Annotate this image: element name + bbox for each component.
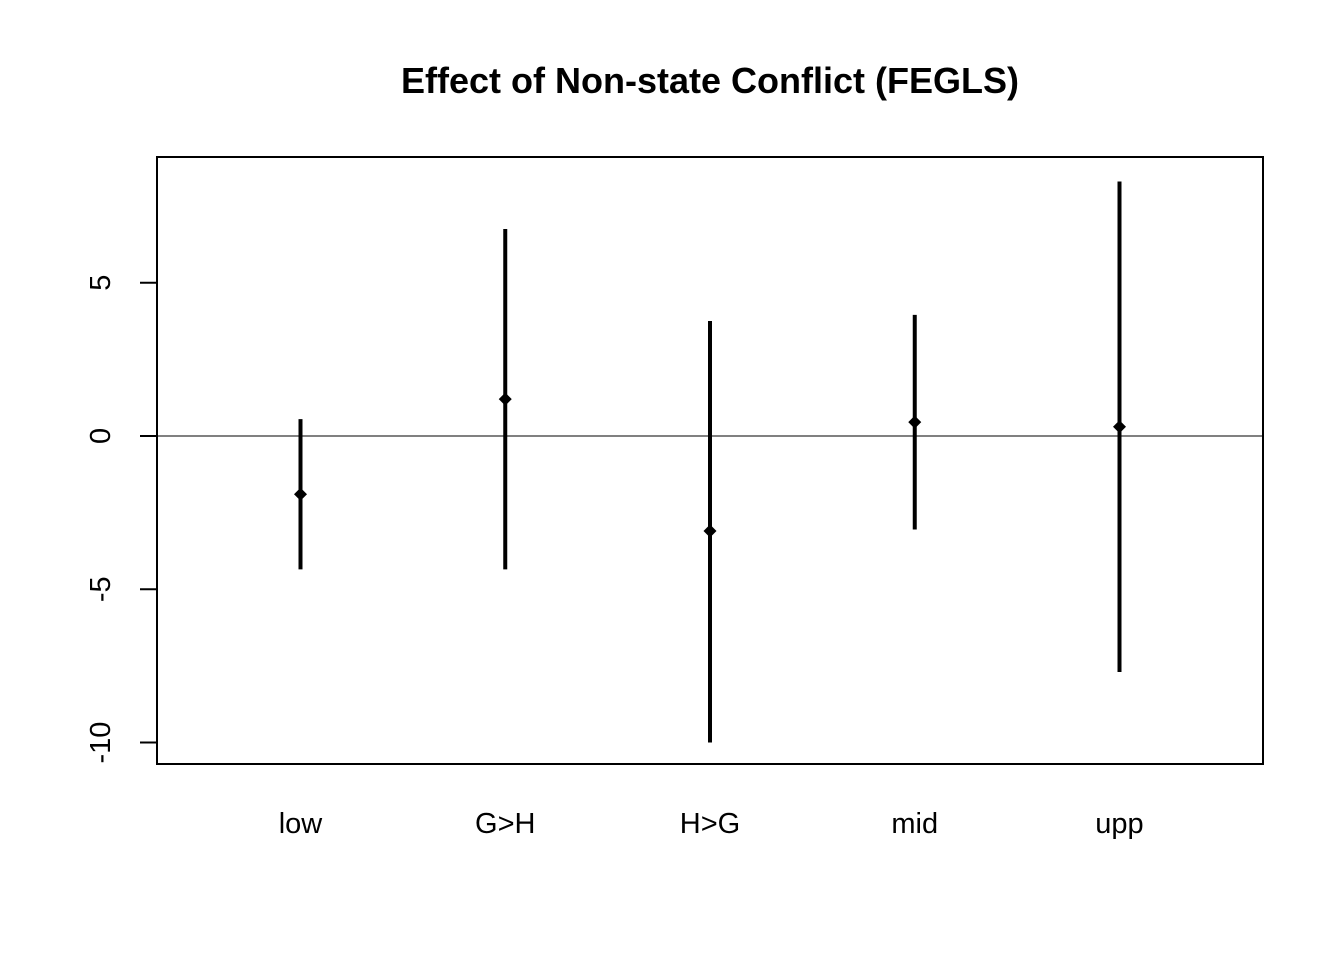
x-tick-label: low xyxy=(279,808,324,840)
point-estimate xyxy=(703,524,717,538)
x-tick-label: upp xyxy=(1095,808,1143,840)
chart-title: Effect of Non-state Conflict (FEGLS) xyxy=(401,60,1019,101)
point-estimate xyxy=(908,415,922,429)
y-axis: -10 -5 0 5 xyxy=(85,275,158,764)
x-axis-labels: low G>H H>G mid upp xyxy=(279,808,1144,840)
y-tick-label: -10 xyxy=(85,722,117,764)
y-tick-label: -5 xyxy=(85,576,117,602)
chart-marks xyxy=(294,181,1126,743)
point-estimate xyxy=(498,392,512,406)
x-tick-label: H>G xyxy=(680,808,740,840)
x-tick-label: mid xyxy=(891,808,938,840)
point-estimate xyxy=(1113,420,1126,434)
y-tick-label: 5 xyxy=(85,275,117,291)
y-tick-label: 0 xyxy=(85,428,117,444)
x-tick-label: G>H xyxy=(475,808,535,840)
point-estimate xyxy=(294,487,307,501)
